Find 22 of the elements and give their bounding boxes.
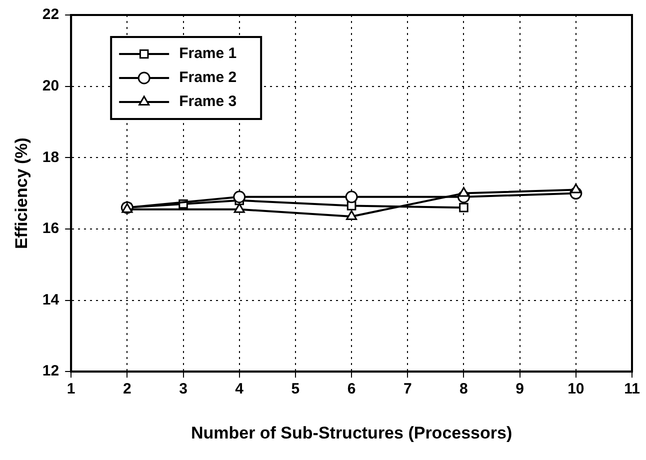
x-tick-label: 10 — [568, 380, 584, 398]
x-tick-label: 7 — [403, 380, 412, 398]
y-tick-label: 18 — [42, 148, 60, 166]
x-tick-label: 3 — [179, 380, 188, 398]
x-tick-label: 1 — [66, 380, 76, 398]
x-axis-title: Number of Sub-Structures (Processors) — [190, 423, 512, 442]
x-tick-label: 11 — [624, 380, 640, 398]
y-tick-label: 22 — [42, 6, 60, 24]
legend-label: Frame 2 — [179, 69, 237, 86]
y-tick-label: 16 — [42, 220, 60, 238]
x-tick-label: 5 — [291, 380, 300, 398]
y-tick-label: 12 — [42, 362, 60, 380]
y-tick-label: 20 — [42, 77, 60, 94]
x-tick-label: 6 — [347, 380, 356, 398]
x-tick-label: 9 — [516, 380, 524, 398]
y-axis-title: Efficiency (%) — [12, 138, 31, 250]
x-tick-label: 2 — [123, 380, 132, 398]
legend-label: Frame 3 — [179, 93, 237, 110]
x-tick-label: 4 — [235, 380, 244, 398]
legend-label: Frame 1 — [179, 45, 237, 62]
y-tick-label: 14 — [42, 291, 60, 308]
x-tick-label: 8 — [460, 380, 468, 398]
